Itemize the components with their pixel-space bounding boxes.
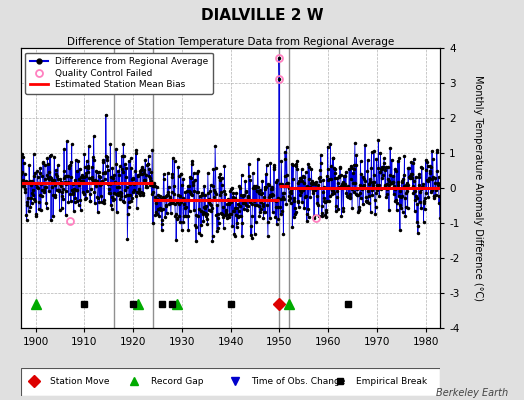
Y-axis label: Monthly Temperature Anomaly Difference (°C): Monthly Temperature Anomaly Difference (… [474,75,484,301]
Text: DIALVILLE 2 W: DIALVILLE 2 W [201,8,323,23]
Text: Berkeley Earth: Berkeley Earth [436,388,508,398]
Title: Difference of Station Temperature Data from Regional Average: Difference of Station Temperature Data f… [67,37,394,47]
Legend: Difference from Regional Average, Quality Control Failed, Estimated Station Mean: Difference from Regional Average, Qualit… [26,52,213,94]
Text: Station Move: Station Move [50,377,110,386]
FancyBboxPatch shape [21,368,440,396]
Text: Time of Obs. Change: Time of Obs. Change [252,377,346,386]
Text: Empirical Break: Empirical Break [356,377,428,386]
Text: Record Gap: Record Gap [151,377,203,386]
